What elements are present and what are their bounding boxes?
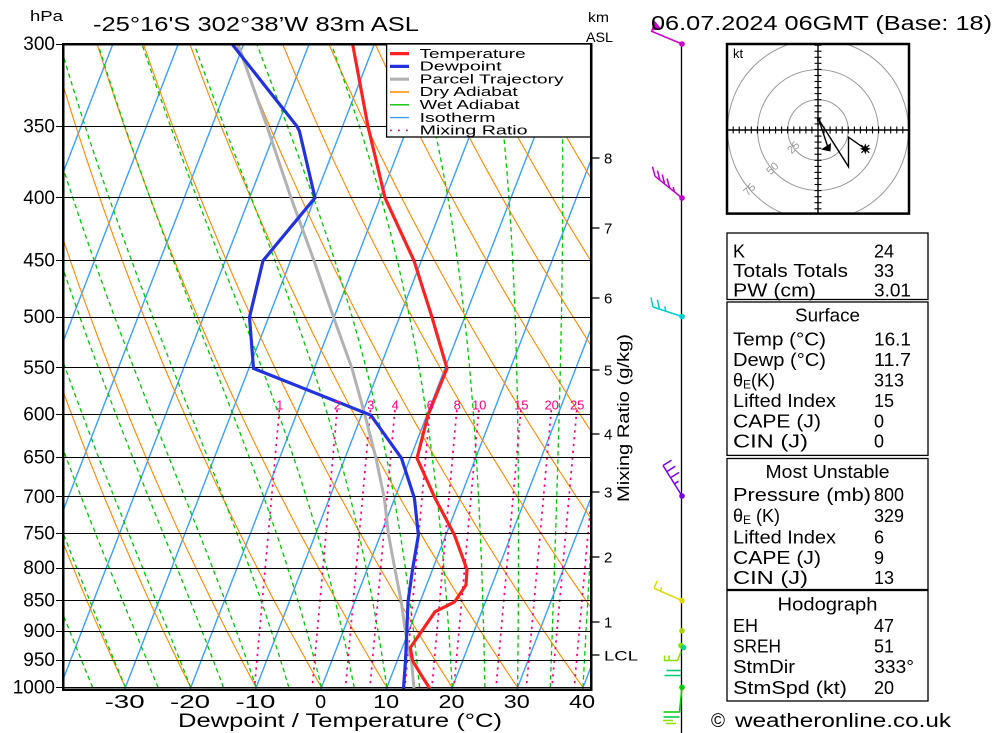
svg-text:-25°16'S 302°38’W 83m ASL: -25°16'S 302°38’W 83m ASL: [93, 14, 419, 36]
svg-text:km: km: [588, 9, 609, 25]
svg-text:4: 4: [604, 427, 612, 444]
svg-text:7: 7: [604, 221, 612, 238]
svg-text:33: 33: [874, 261, 894, 281]
svg-text:06.07.2024 06GMT (Base: 18): 06.07.2024 06GMT (Base: 18): [651, 13, 992, 35]
svg-text:CAPE (J): CAPE (J): [733, 548, 821, 568]
svg-text:1: 1: [604, 615, 612, 632]
svg-text:Hodograph: Hodograph: [778, 595, 878, 615]
svg-text:950: 950: [23, 650, 55, 671]
svg-text:Dewpoint / Temperature (°C): Dewpoint / Temperature (°C): [178, 711, 502, 732]
svg-text:SREH: SREH: [733, 637, 781, 657]
svg-text:hPa: hPa: [30, 8, 64, 25]
svg-text:900: 900: [23, 621, 55, 642]
svg-text:StmDir: StmDir: [733, 657, 795, 677]
svg-text:Parcel Trajectory: Parcel Trajectory: [420, 71, 565, 86]
svg-text:25: 25: [570, 398, 584, 413]
svg-text:θE (K): θE (K): [733, 506, 780, 527]
svg-text:CIN (J): CIN (J): [733, 432, 808, 452]
svg-text:800: 800: [23, 558, 55, 579]
svg-text:10: 10: [472, 398, 486, 413]
svg-text:400: 400: [23, 188, 55, 209]
svg-text:500: 500: [23, 307, 55, 328]
svg-text:Lifted Index: Lifted Index: [733, 391, 836, 411]
svg-text:6: 6: [427, 398, 434, 413]
svg-text:20: 20: [439, 692, 465, 712]
svg-text:θE(K): θE(K): [733, 371, 775, 392]
svg-text:kt: kt: [733, 46, 744, 61]
svg-text:30: 30: [504, 692, 530, 712]
svg-text:©: ©: [711, 711, 725, 732]
svg-text:450: 450: [23, 251, 55, 272]
svg-text:Wet Adiabat: Wet Adiabat: [420, 97, 521, 112]
svg-text:CAPE (J): CAPE (J): [733, 411, 821, 431]
svg-text:329: 329: [874, 506, 904, 526]
svg-text:Most Unstable: Most Unstable: [766, 462, 890, 482]
svg-text:10: 10: [373, 692, 399, 712]
svg-text:Totals Totals: Totals Totals: [733, 261, 848, 281]
svg-text:15: 15: [874, 391, 894, 411]
svg-text:6: 6: [874, 527, 884, 547]
svg-text:313: 313: [874, 371, 904, 391]
svg-text:2: 2: [604, 550, 612, 567]
svg-text:650: 650: [23, 447, 55, 468]
svg-text:PW (cm): PW (cm): [733, 281, 816, 301]
svg-text:Dewpoint: Dewpoint: [420, 59, 503, 74]
svg-text:-20: -20: [170, 692, 210, 712]
svg-text:CIN (J): CIN (J): [733, 568, 808, 588]
svg-text:Dewp (°C): Dewp (°C): [733, 350, 826, 370]
svg-text:750: 750: [23, 524, 55, 545]
svg-text:6: 6: [604, 291, 612, 308]
svg-text:800: 800: [874, 485, 904, 505]
svg-text:11.7: 11.7: [874, 350, 911, 370]
svg-text:ASL: ASL: [586, 29, 613, 45]
svg-text:9: 9: [874, 548, 884, 568]
svg-text:Dry Adiabat: Dry Adiabat: [420, 84, 519, 99]
svg-text:LCL: LCL: [604, 648, 638, 664]
svg-text:16.1: 16.1: [874, 330, 911, 350]
svg-text:1000: 1000: [13, 678, 55, 699]
svg-text:8: 8: [604, 151, 612, 168]
svg-text:3: 3: [604, 485, 612, 502]
svg-text:Temp (°C): Temp (°C): [733, 330, 826, 350]
svg-text:0: 0: [874, 411, 884, 431]
svg-text:4: 4: [392, 398, 399, 413]
svg-text:Pressure (mb): Pressure (mb): [733, 485, 871, 505]
svg-text:Isotherm: Isotherm: [420, 110, 496, 125]
svg-text:Lifted Index: Lifted Index: [733, 527, 836, 547]
svg-text:EH: EH: [733, 616, 758, 636]
svg-text:2: 2: [334, 398, 341, 413]
svg-text:333°: 333°: [874, 657, 914, 677]
svg-text:3.01: 3.01: [874, 281, 911, 301]
svg-text:0: 0: [315, 692, 326, 712]
svg-text:850: 850: [23, 591, 55, 612]
svg-text:350: 350: [23, 116, 55, 137]
svg-text:Mixing Ratio: Mixing Ratio: [420, 123, 528, 138]
svg-text:47: 47: [874, 616, 894, 636]
svg-text:51: 51: [874, 637, 894, 657]
svg-text:700: 700: [23, 487, 55, 508]
svg-text:weatheronline.co.uk: weatheronline.co.uk: [734, 711, 952, 732]
svg-text:0: 0: [874, 432, 884, 452]
svg-text:1: 1: [276, 398, 283, 413]
svg-text:-30: -30: [105, 692, 145, 712]
svg-text:24: 24: [874, 242, 894, 262]
svg-text:40: 40: [569, 692, 595, 712]
svg-text:550: 550: [23, 358, 55, 379]
svg-text:15: 15: [514, 398, 528, 413]
svg-text:600: 600: [23, 405, 55, 426]
svg-text:Mixing Ratio (g/kg): Mixing Ratio (g/kg): [614, 334, 633, 502]
svg-text:StmSpd (kt): StmSpd (kt): [733, 678, 847, 698]
svg-text:-10: -10: [235, 692, 275, 712]
svg-text:300: 300: [23, 34, 55, 55]
svg-text:3: 3: [367, 398, 374, 413]
svg-text:K: K: [733, 242, 745, 262]
svg-text:8: 8: [454, 398, 461, 413]
svg-text:5: 5: [604, 363, 612, 380]
svg-text:Temperature: Temperature: [420, 46, 526, 61]
svg-text:Surface: Surface: [795, 306, 860, 326]
svg-text:13: 13: [874, 568, 894, 588]
svg-text:20: 20: [874, 678, 894, 698]
svg-text:20: 20: [544, 398, 558, 413]
